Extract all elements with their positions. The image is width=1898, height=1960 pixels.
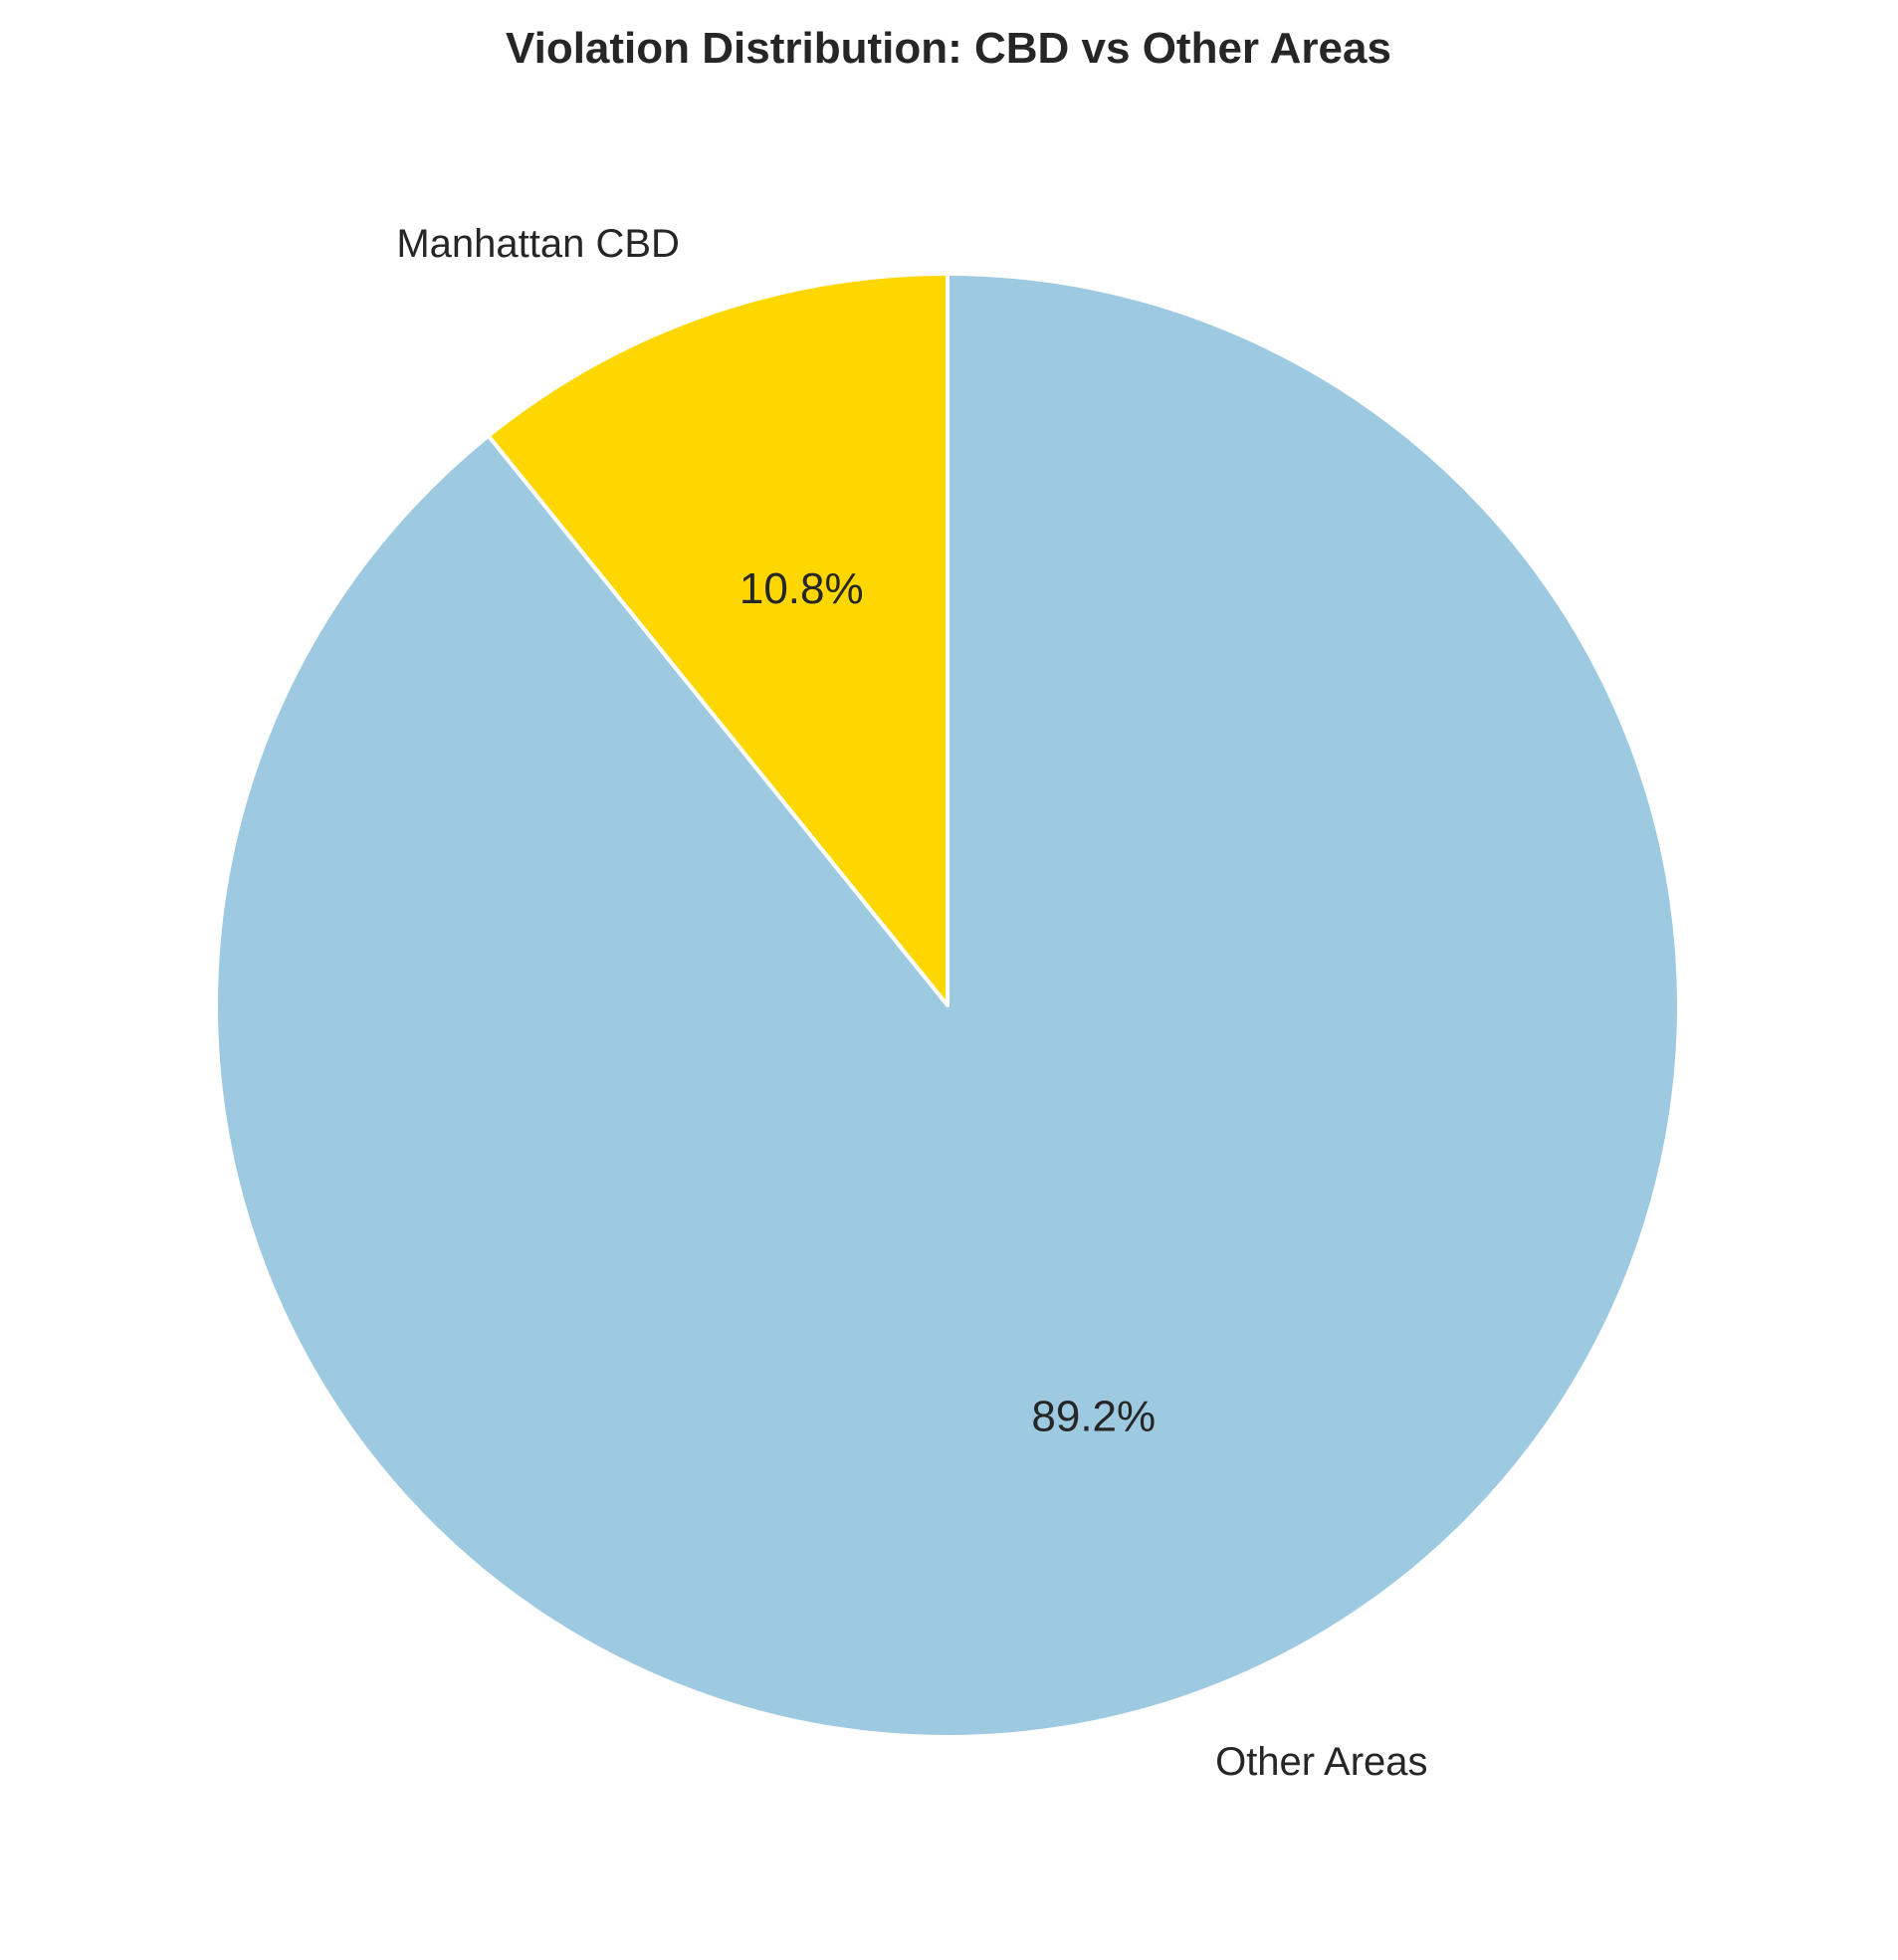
pie-slice-other-areas xyxy=(214,272,1681,1739)
slice-percent-other-areas: 89.2% xyxy=(1031,1392,1156,1440)
pie-slices xyxy=(214,272,1681,1739)
slice-percent-manhattan-cbd: 10.8% xyxy=(739,564,864,613)
pie-slice-manhattan-cbd xyxy=(486,272,949,1007)
pie-labels: Manhattan CBD 10.8% Other Areas 89.2% xyxy=(396,222,1427,1784)
chart-title: Violation Distribution: CBD vs Other Are… xyxy=(506,24,1391,73)
slice-label-manhattan-cbd: Manhattan CBD xyxy=(396,222,680,266)
slice-label-other-areas: Other Areas xyxy=(1215,1740,1427,1784)
